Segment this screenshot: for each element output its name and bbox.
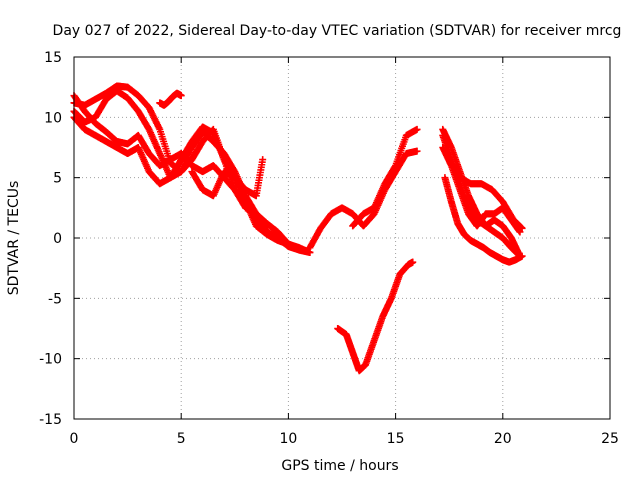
x-axis-label: GPS time / hours [281, 458, 398, 474]
y-tick-label: -15 [39, 412, 62, 428]
y-tick-label: -10 [39, 352, 62, 368]
data-series [70, 82, 526, 375]
series-arc-14 [441, 174, 526, 266]
y-tick-label: 0 [53, 231, 62, 247]
data-point [518, 252, 526, 260]
y-tick-label: -5 [48, 291, 62, 307]
y-tick-label: 5 [53, 171, 62, 187]
x-tick-label: 0 [70, 431, 79, 447]
series-arc-13 [445, 156, 526, 232]
y-tick-label: 10 [44, 110, 62, 126]
data-point [518, 224, 526, 232]
series-arc-6 [188, 156, 267, 200]
y-tick-label: 15 [44, 50, 62, 66]
x-tick-label: 10 [279, 431, 297, 447]
series-arc-7 [306, 147, 421, 252]
series-arc-5 [156, 89, 185, 109]
series-arc-4 [70, 92, 292, 248]
data-point [413, 125, 421, 133]
data-point [177, 92, 185, 100]
series-arc-9 [334, 258, 417, 375]
x-tick-label: 20 [494, 431, 512, 447]
plot-frame [73, 56, 611, 420]
data-point [413, 147, 421, 155]
chart-title: Day 027 of 2022, Sidereal Day-to-day VTE… [53, 23, 622, 39]
x-tick-label: 25 [601, 431, 619, 447]
x-tick-label: 15 [387, 431, 405, 447]
series-arc-8 [349, 125, 421, 230]
data-point [259, 156, 267, 164]
grid [74, 57, 610, 419]
y-axis-label: SDTVAR / TECUs [6, 181, 22, 296]
data-point [284, 240, 292, 248]
x-tick-label: 5 [177, 431, 186, 447]
data-point [409, 258, 417, 266]
axis-ticks: 0 5 10 15 20 25 -15 -10 -5 0 5 10 15 [39, 50, 619, 447]
